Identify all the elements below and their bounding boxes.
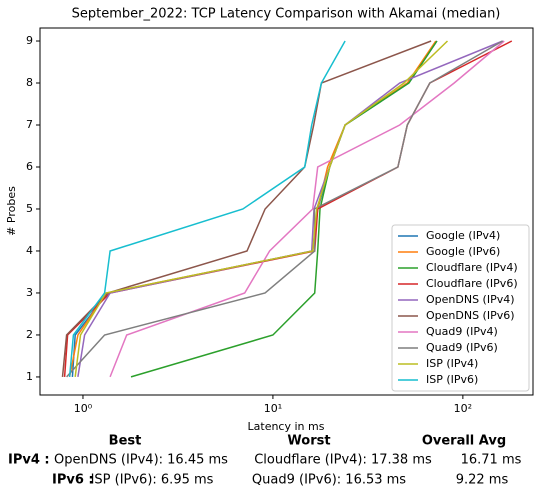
summary-header: Overall Avg bbox=[422, 434, 506, 449]
y-tick-label: 7 bbox=[26, 118, 33, 131]
series-line bbox=[66, 40, 504, 378]
summary-row-label: IPv4 : bbox=[8, 453, 50, 468]
legend-label: ISP (IPv4) bbox=[426, 357, 478, 370]
legend-label: Google (IPv6) bbox=[426, 245, 500, 258]
summary-cell: 9.22 ms bbox=[456, 473, 509, 488]
y-tick-label: 4 bbox=[26, 244, 33, 257]
y-tick-label: 6 bbox=[26, 160, 33, 173]
summary-header: Best bbox=[109, 434, 142, 449]
summary-cell: 16.71 ms bbox=[461, 453, 522, 468]
summary-cell: OpenDNS (IPv4): 16.45 ms bbox=[54, 453, 228, 468]
legend-label: Quad9 (IPv4) bbox=[426, 325, 498, 338]
x-tick-label: 10¹ bbox=[264, 402, 282, 415]
y-tick-label: 3 bbox=[26, 286, 33, 299]
legend-label: Cloudflare (IPv6) bbox=[426, 277, 518, 290]
summary-row-label: IPv6 : bbox=[52, 473, 94, 488]
summary-cell: Quad9 (IPv6): 16.53 ms bbox=[252, 473, 406, 488]
legend-label: OpenDNS (IPv6) bbox=[426, 309, 515, 322]
plot-frame bbox=[39, 27, 534, 396]
series-line bbox=[74, 40, 449, 377]
y-axis-label: # Probes bbox=[5, 186, 18, 236]
series-line bbox=[130, 40, 438, 378]
chart-title: September_2022: TCP Latency Comparison w… bbox=[72, 7, 501, 22]
summary-header: Worst bbox=[287, 434, 330, 449]
x-tick-label: 10⁰ bbox=[74, 402, 93, 415]
legend-label: ISP (IPv6) bbox=[426, 373, 478, 386]
y-tick-label: 8 bbox=[26, 76, 33, 89]
legend-label: Google (IPv4) bbox=[426, 229, 500, 242]
summary-cell: ISP (IPv6): 6.95 ms bbox=[91, 473, 214, 488]
y-tick-label: 5 bbox=[26, 202, 33, 215]
legend-label: OpenDNS (IPv4) bbox=[426, 293, 515, 306]
x-tick-label: 10² bbox=[454, 402, 472, 415]
y-tick-label: 2 bbox=[26, 328, 33, 341]
y-tick-label: 1 bbox=[26, 370, 33, 383]
legend-label: Cloudflare (IPv4) bbox=[426, 261, 518, 274]
series-line bbox=[109, 40, 505, 378]
series-line bbox=[68, 40, 346, 377]
legend-label: Quad9 (IPv6) bbox=[426, 341, 498, 354]
x-axis-label: Latency in ms bbox=[248, 420, 325, 433]
y-tick-label: 9 bbox=[26, 34, 33, 47]
summary-cell: Cloudflare (IPv4): 17.38 ms bbox=[254, 453, 432, 468]
legend-box bbox=[391, 224, 530, 392]
